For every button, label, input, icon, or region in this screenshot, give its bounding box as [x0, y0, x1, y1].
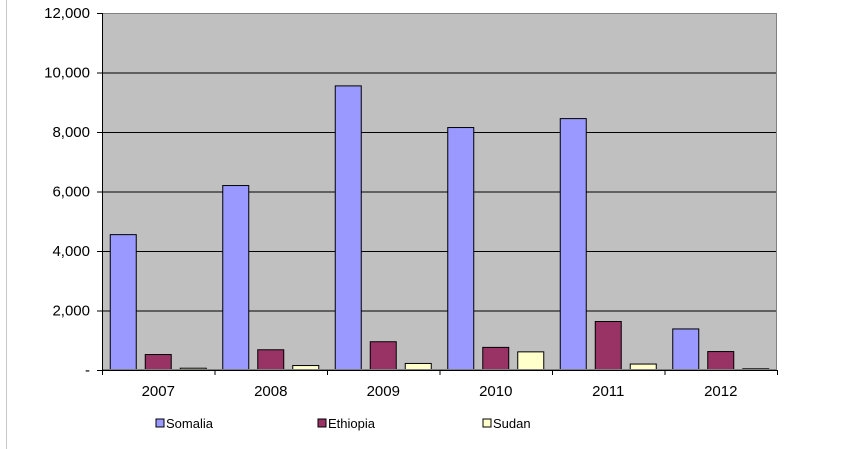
bar-somalia-2008 [222, 185, 250, 371]
bar-ethiopia-2008 [257, 349, 285, 371]
y-tick-labels: - 2,000 4,000 6,000 8,000 10,000 12,000 [44, 5, 90, 379]
legend-label-sudan: Sudan [493, 416, 531, 431]
x-tick-label: 2009 [367, 383, 400, 400]
x-tick-label: 2007 [142, 383, 175, 400]
bars [109, 85, 770, 371]
legend-label-somalia: Somalia [166, 416, 214, 431]
x-tick-label: 2010 [479, 383, 512, 400]
y-tick-label: 2,000 [52, 303, 90, 320]
y-tick-label: - [85, 362, 90, 379]
legend-swatch-somalia [155, 418, 165, 428]
legend-swatch-sudan [482, 418, 492, 428]
x-tick-label: 2008 [254, 383, 287, 400]
bar-somalia-2007 [109, 234, 137, 371]
legend: Somalia Ethiopia Sudan [155, 416, 531, 431]
bar-sudan-2010 [517, 351, 545, 371]
bar-ethiopia-2010 [482, 346, 510, 371]
chart-frame-edge [6, 0, 7, 449]
bar-ethiopia-2009 [369, 341, 397, 371]
x-tick-label: 2012 [704, 383, 737, 400]
legend-swatch-ethiopia [317, 418, 327, 428]
x-tick-labels: 2007 2008 2009 2010 2011 2012 [142, 383, 738, 400]
bar-somalia-2010 [447, 127, 475, 371]
bar-ethiopia-2011 [594, 321, 622, 371]
bar-somalia-2012 [672, 328, 700, 371]
bar-somalia-2009 [334, 85, 362, 371]
y-tick-label: 10,000 [44, 65, 90, 82]
bar-somalia-2011 [559, 118, 587, 371]
x-tick-label: 2011 [592, 383, 624, 400]
legend-label-ethiopia: Ethiopia [328, 416, 376, 431]
bar-ethiopia-2007 [144, 354, 172, 371]
bar-ethiopia-2012 [707, 351, 735, 371]
y-tick-label: 12,000 [44, 5, 90, 22]
y-tick-label: 6,000 [52, 184, 90, 201]
y-tick-label: 4,000 [52, 243, 90, 260]
y-tick-label: 8,000 [52, 124, 90, 141]
axes [97, 13, 778, 375]
